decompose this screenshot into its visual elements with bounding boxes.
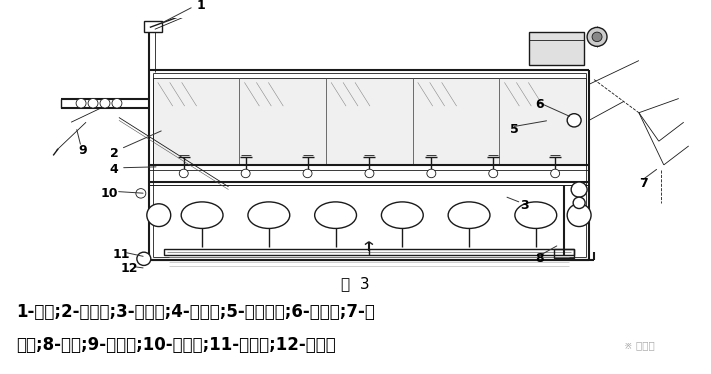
Ellipse shape bbox=[315, 202, 356, 229]
Circle shape bbox=[112, 98, 122, 108]
Circle shape bbox=[592, 32, 602, 42]
Circle shape bbox=[136, 188, 146, 198]
Circle shape bbox=[488, 169, 498, 178]
Bar bbox=[153, 78, 586, 165]
Text: 1: 1 bbox=[196, 0, 205, 12]
Text: 3: 3 bbox=[520, 199, 529, 212]
Circle shape bbox=[76, 98, 86, 108]
Text: 6: 6 bbox=[535, 98, 544, 111]
Text: 布架;8-吸尘;9-紧布架;10-吸边器;11-浸渍辊;12-刮水器: 布架;8-吸尘;9-紧布架;10-吸边器;11-浸渍辊;12-刮水器 bbox=[16, 336, 336, 354]
Circle shape bbox=[146, 204, 171, 227]
Ellipse shape bbox=[381, 202, 423, 229]
Text: 9: 9 bbox=[79, 144, 87, 157]
Bar bbox=[144, 21, 162, 32]
Text: 图  3: 图 3 bbox=[341, 276, 369, 291]
Circle shape bbox=[573, 197, 585, 209]
Text: 2: 2 bbox=[109, 147, 118, 160]
Text: 7: 7 bbox=[639, 177, 648, 190]
Circle shape bbox=[571, 182, 587, 197]
Circle shape bbox=[179, 169, 188, 178]
Text: 5: 5 bbox=[510, 123, 519, 136]
Circle shape bbox=[365, 169, 374, 178]
Circle shape bbox=[567, 204, 591, 227]
Circle shape bbox=[427, 169, 436, 178]
Circle shape bbox=[88, 98, 98, 108]
Circle shape bbox=[587, 27, 607, 46]
Ellipse shape bbox=[248, 202, 290, 229]
Text: 8: 8 bbox=[535, 252, 544, 265]
Ellipse shape bbox=[181, 202, 223, 229]
Bar bbox=[554, 249, 574, 258]
Circle shape bbox=[550, 169, 560, 178]
Ellipse shape bbox=[448, 202, 490, 229]
Bar bbox=[529, 32, 584, 65]
Circle shape bbox=[567, 114, 581, 127]
Text: 11: 11 bbox=[112, 248, 129, 261]
Text: 10: 10 bbox=[100, 187, 118, 200]
Circle shape bbox=[137, 252, 151, 266]
Text: 4: 4 bbox=[109, 163, 118, 176]
Ellipse shape bbox=[515, 202, 557, 229]
Bar bbox=[164, 249, 574, 255]
Text: ※ 印染人: ※ 印染人 bbox=[624, 340, 654, 350]
Text: 1-机架;2-磨毛辊;3-刷毛辊;4-进布辊;5-出布轧辊;6-压布辊;7-落: 1-机架;2-磨毛辊;3-刷毛辊;4-进布辊;5-出布轧辊;6-压布辊;7-落 bbox=[16, 303, 375, 321]
Circle shape bbox=[303, 169, 312, 178]
Text: 12: 12 bbox=[120, 262, 138, 275]
Circle shape bbox=[100, 98, 110, 108]
Circle shape bbox=[241, 169, 250, 178]
